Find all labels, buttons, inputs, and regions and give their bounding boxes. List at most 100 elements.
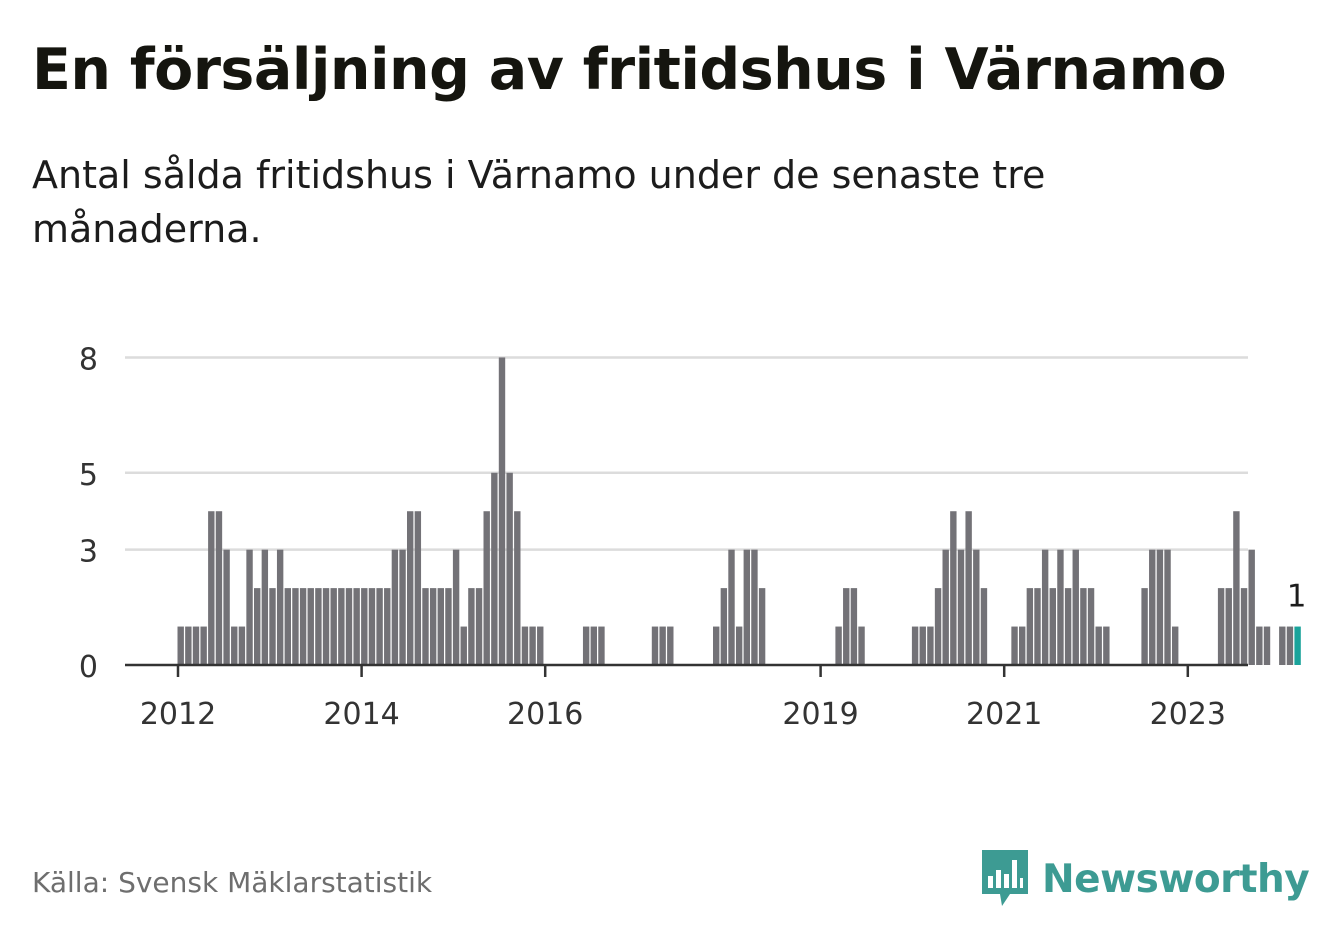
bar xyxy=(315,588,322,665)
bar-chart-speech-bubble-icon xyxy=(982,850,1028,906)
bar xyxy=(192,626,200,665)
bar xyxy=(353,588,360,665)
bar xyxy=(1149,549,1156,665)
bar xyxy=(919,626,926,665)
annotations: 1 xyxy=(1287,579,1307,615)
bar xyxy=(361,588,368,665)
x-tick-label: 2019 xyxy=(782,697,858,732)
bar xyxy=(950,511,957,665)
bar xyxy=(238,626,246,665)
bar xyxy=(980,588,988,665)
grid-lines xyxy=(125,356,1248,551)
bar xyxy=(414,511,422,665)
bar xyxy=(368,588,376,665)
y-tick-label: 3 xyxy=(79,535,98,570)
bar xyxy=(1141,588,1148,665)
bar xyxy=(1080,588,1087,665)
bar xyxy=(1057,549,1064,665)
bar xyxy=(223,549,230,665)
bar xyxy=(728,549,735,665)
bar xyxy=(1103,626,1110,665)
bar xyxy=(399,549,406,665)
bar xyxy=(322,588,330,665)
bar xyxy=(284,588,291,665)
bar xyxy=(1263,626,1271,665)
y-tick-label: 0 xyxy=(79,650,98,685)
bar xyxy=(529,626,536,665)
bar xyxy=(1240,588,1248,665)
bar xyxy=(1217,588,1225,665)
bar xyxy=(246,549,253,665)
bar xyxy=(276,549,284,665)
bar xyxy=(468,588,475,665)
x-tick-label: 2023 xyxy=(1150,697,1226,732)
bar xyxy=(475,588,483,665)
bar xyxy=(858,626,865,665)
bar xyxy=(292,588,299,665)
bar xyxy=(498,357,506,665)
bar xyxy=(835,626,842,665)
bar xyxy=(330,588,337,665)
chart-subtitle: Antal sålda fritidshus i Värnamo under d… xyxy=(32,153,1046,251)
bar xyxy=(429,588,437,665)
bar xyxy=(437,588,444,665)
bar xyxy=(850,588,858,665)
bar xyxy=(942,549,949,665)
bar xyxy=(651,626,659,665)
source-note: Källa: Svensk Mäklarstatistik xyxy=(32,866,433,899)
bar-highlight xyxy=(1294,626,1301,665)
bar xyxy=(445,588,452,665)
bar xyxy=(483,511,490,665)
bar xyxy=(743,549,750,665)
bar xyxy=(208,511,215,665)
bar xyxy=(338,588,345,665)
bar xyxy=(1011,626,1018,665)
bar xyxy=(269,588,276,665)
bar xyxy=(1279,626,1286,665)
bar xyxy=(1233,511,1240,665)
x-tick-label: 2012 xyxy=(140,697,216,732)
bar xyxy=(254,588,261,665)
chart-title: En försäljning av fritidshus i Värnamo xyxy=(32,37,1227,103)
bar xyxy=(1026,588,1034,665)
y-tick-label: 8 xyxy=(79,342,98,377)
bar xyxy=(491,472,498,665)
bar xyxy=(460,626,467,665)
bar xyxy=(843,588,850,665)
x-tick-label: 2021 xyxy=(966,697,1042,732)
bar xyxy=(422,588,429,665)
bar xyxy=(934,588,942,665)
bar xyxy=(537,626,544,665)
bar xyxy=(261,549,269,665)
brand-logo[interactable]: Newsworthy xyxy=(980,848,1310,910)
bar xyxy=(452,549,460,665)
bar xyxy=(384,588,391,665)
bar xyxy=(713,626,720,665)
bar xyxy=(973,549,980,665)
bar xyxy=(376,588,383,665)
bar xyxy=(911,626,919,665)
bar xyxy=(1286,626,1294,665)
bar xyxy=(345,588,353,665)
bar xyxy=(582,626,590,665)
y-tick-label: 5 xyxy=(79,458,98,493)
bar xyxy=(1019,626,1026,665)
x-axis-labels: 2012 2014 2016 2019 2021 2023 xyxy=(140,665,1226,732)
bar xyxy=(1248,549,1255,665)
bar xyxy=(1072,549,1079,665)
bar xyxy=(299,588,307,665)
bar xyxy=(1256,626,1263,665)
bar xyxy=(720,588,728,665)
bar xyxy=(231,626,238,665)
bar xyxy=(590,626,597,665)
bar xyxy=(307,588,314,665)
bars xyxy=(177,357,1301,665)
bar xyxy=(1049,588,1056,665)
bar xyxy=(185,626,192,665)
last-value-label: 1 xyxy=(1287,579,1307,615)
bar xyxy=(506,472,513,665)
bar xyxy=(667,626,674,665)
bar xyxy=(514,511,521,665)
bar xyxy=(957,549,965,665)
